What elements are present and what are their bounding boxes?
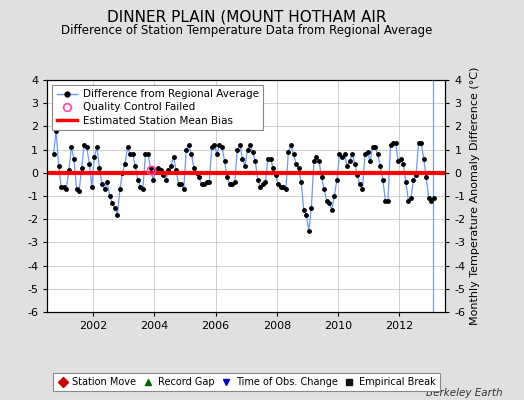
- Legend: Station Move, Record Gap, Time of Obs. Change, Empirical Break: Station Move, Record Gap, Time of Obs. C…: [53, 373, 440, 391]
- Text: Difference of Station Temperature Data from Regional Average: Difference of Station Temperature Data f…: [61, 24, 432, 37]
- Text: Berkeley Earth: Berkeley Earth: [427, 388, 503, 398]
- Y-axis label: Monthly Temperature Anomaly Difference (°C): Monthly Temperature Anomaly Difference (…: [470, 67, 479, 325]
- Text: DINNER PLAIN (MOUNT HOTHAM AIR: DINNER PLAIN (MOUNT HOTHAM AIR: [106, 10, 386, 25]
- Legend: Difference from Regional Average, Quality Control Failed, Estimated Station Mean: Difference from Regional Average, Qualit…: [52, 85, 263, 130]
